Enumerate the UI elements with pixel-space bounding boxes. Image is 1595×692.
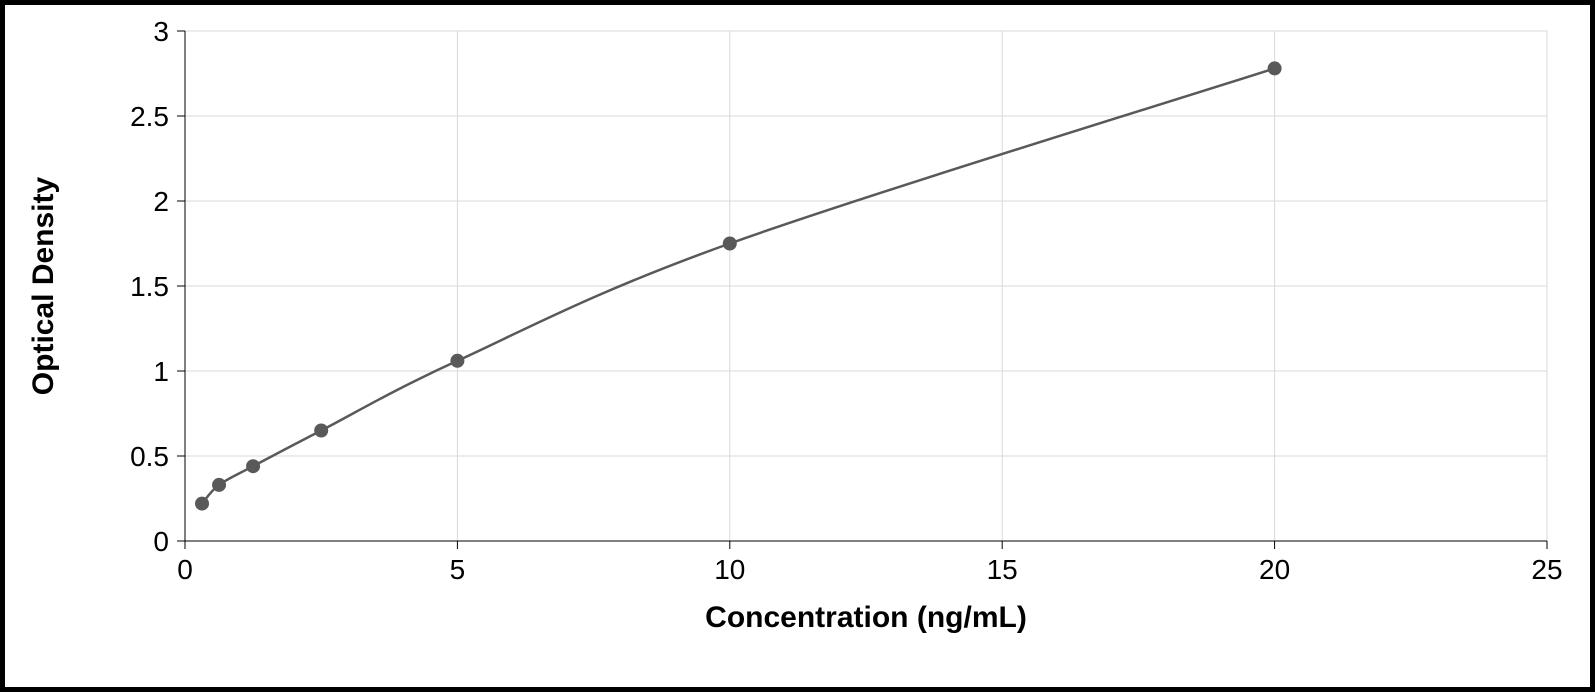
y-tick-label: 2 xyxy=(153,186,169,217)
standard-curve-chart: 0 5 10 15 20 25 0 0.5 1 1.5 2 2.5 3 Concentration (ng… xyxy=(5,5,1590,687)
x-tick-label: 10 xyxy=(714,554,745,585)
y-tick-label: 0 xyxy=(153,526,169,557)
y-axis-title: Optical Density xyxy=(27,176,60,395)
data-point xyxy=(450,354,464,368)
y-tick-label: 0.5 xyxy=(130,441,169,472)
data-point xyxy=(314,424,328,438)
x-tick-label: 15 xyxy=(987,554,1018,585)
x-tick-label: 20 xyxy=(1259,554,1290,585)
x-tick-label: 0 xyxy=(177,554,193,585)
data-point xyxy=(195,497,209,511)
data-point xyxy=(246,459,260,473)
y-tick-label: 1 xyxy=(153,356,169,387)
y-tick-label: 2.5 xyxy=(130,101,169,132)
data-point xyxy=(212,478,226,492)
data-point xyxy=(723,237,737,251)
x-ticks: 0 5 10 15 20 25 xyxy=(177,541,1562,585)
y-tick-label: 3 xyxy=(153,16,169,47)
y-tick-label: 1.5 xyxy=(130,271,169,302)
x-tick-label: 5 xyxy=(450,554,466,585)
chart-frame: 0 5 10 15 20 25 0 0.5 1 1.5 2 2.5 3 Concentration (ng… xyxy=(0,0,1595,692)
data-point xyxy=(1268,61,1282,75)
y-ticks: 0 0.5 1 1.5 2 2.5 3 xyxy=(130,16,185,557)
x-axis-title: Concentration (ng/mL) xyxy=(705,601,1027,634)
x-tick-label: 25 xyxy=(1531,554,1562,585)
